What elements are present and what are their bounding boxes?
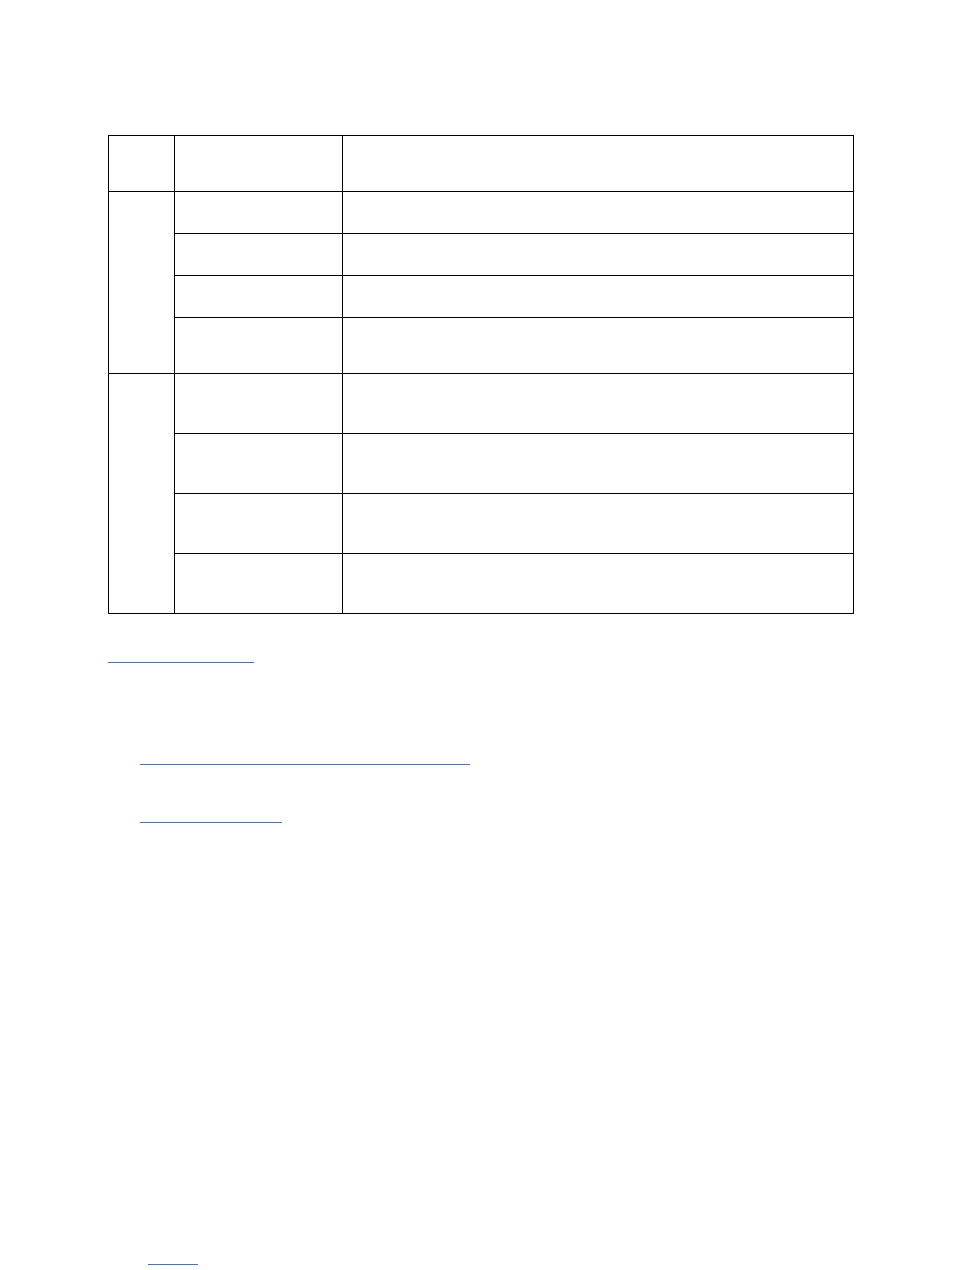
link-underline[interactable] bbox=[148, 1264, 198, 1265]
table-row bbox=[109, 136, 854, 192]
table-cell bbox=[174, 136, 342, 192]
table-cell bbox=[174, 494, 342, 554]
table-cell bbox=[342, 136, 853, 192]
table-row bbox=[109, 276, 854, 318]
link-underline[interactable] bbox=[108, 662, 254, 663]
table-row bbox=[109, 494, 854, 554]
main-table bbox=[108, 135, 854, 614]
table-cell-merged bbox=[109, 374, 175, 614]
table-cell bbox=[174, 554, 342, 614]
table-row bbox=[109, 192, 854, 234]
table-row bbox=[109, 374, 854, 434]
table-cell bbox=[342, 554, 853, 614]
table-cell bbox=[342, 374, 853, 434]
table-cell bbox=[174, 434, 342, 494]
table-cell bbox=[342, 276, 853, 318]
table-cell bbox=[342, 192, 853, 234]
table-row bbox=[109, 434, 854, 494]
table-cell bbox=[342, 434, 853, 494]
table-cell bbox=[174, 234, 342, 276]
table-cell bbox=[174, 374, 342, 434]
links-section bbox=[108, 650, 854, 1270]
table-cell bbox=[342, 234, 853, 276]
link-underline[interactable] bbox=[140, 764, 470, 765]
table-cell bbox=[174, 318, 342, 374]
link-underline[interactable] bbox=[140, 822, 282, 823]
table-row bbox=[109, 554, 854, 614]
table-cell bbox=[174, 192, 342, 234]
table-cell bbox=[109, 136, 175, 192]
table-row bbox=[109, 318, 854, 374]
table-row bbox=[109, 234, 854, 276]
table-cell bbox=[342, 318, 853, 374]
table-cell bbox=[342, 494, 853, 554]
table-cell bbox=[174, 276, 342, 318]
table-cell-merged bbox=[109, 192, 175, 374]
